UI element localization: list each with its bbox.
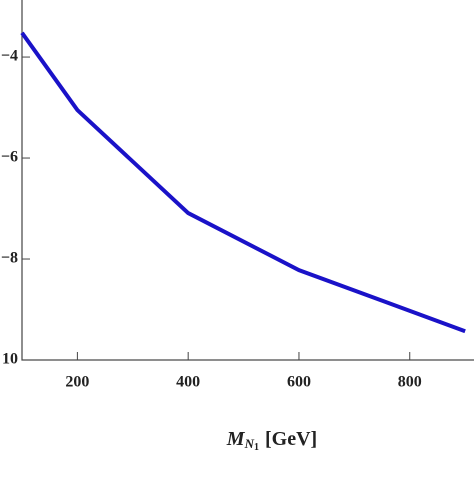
- y-tick-label: −8: [1, 250, 18, 267]
- data-line: [20, 31, 466, 334]
- x-tick-label: 800: [398, 374, 422, 391]
- y-tick-label: −6: [1, 149, 18, 166]
- y-tick-label: −4: [1, 48, 18, 65]
- x-tick-label: 400: [176, 374, 200, 391]
- plot-frame: [21, 0, 474, 361]
- x-label-unit: [GeV]: [265, 428, 317, 450]
- x-tick-label: 200: [65, 374, 89, 391]
- x-label-subsub: 1: [254, 442, 259, 453]
- x-tick-label: 600: [287, 374, 311, 391]
- y-tick-label: 10: [2, 351, 18, 368]
- x-label-symbol: M: [226, 428, 246, 450]
- x-axis-label: MN1 [GeV]: [226, 428, 317, 454]
- x-label-sub: N: [244, 436, 255, 451]
